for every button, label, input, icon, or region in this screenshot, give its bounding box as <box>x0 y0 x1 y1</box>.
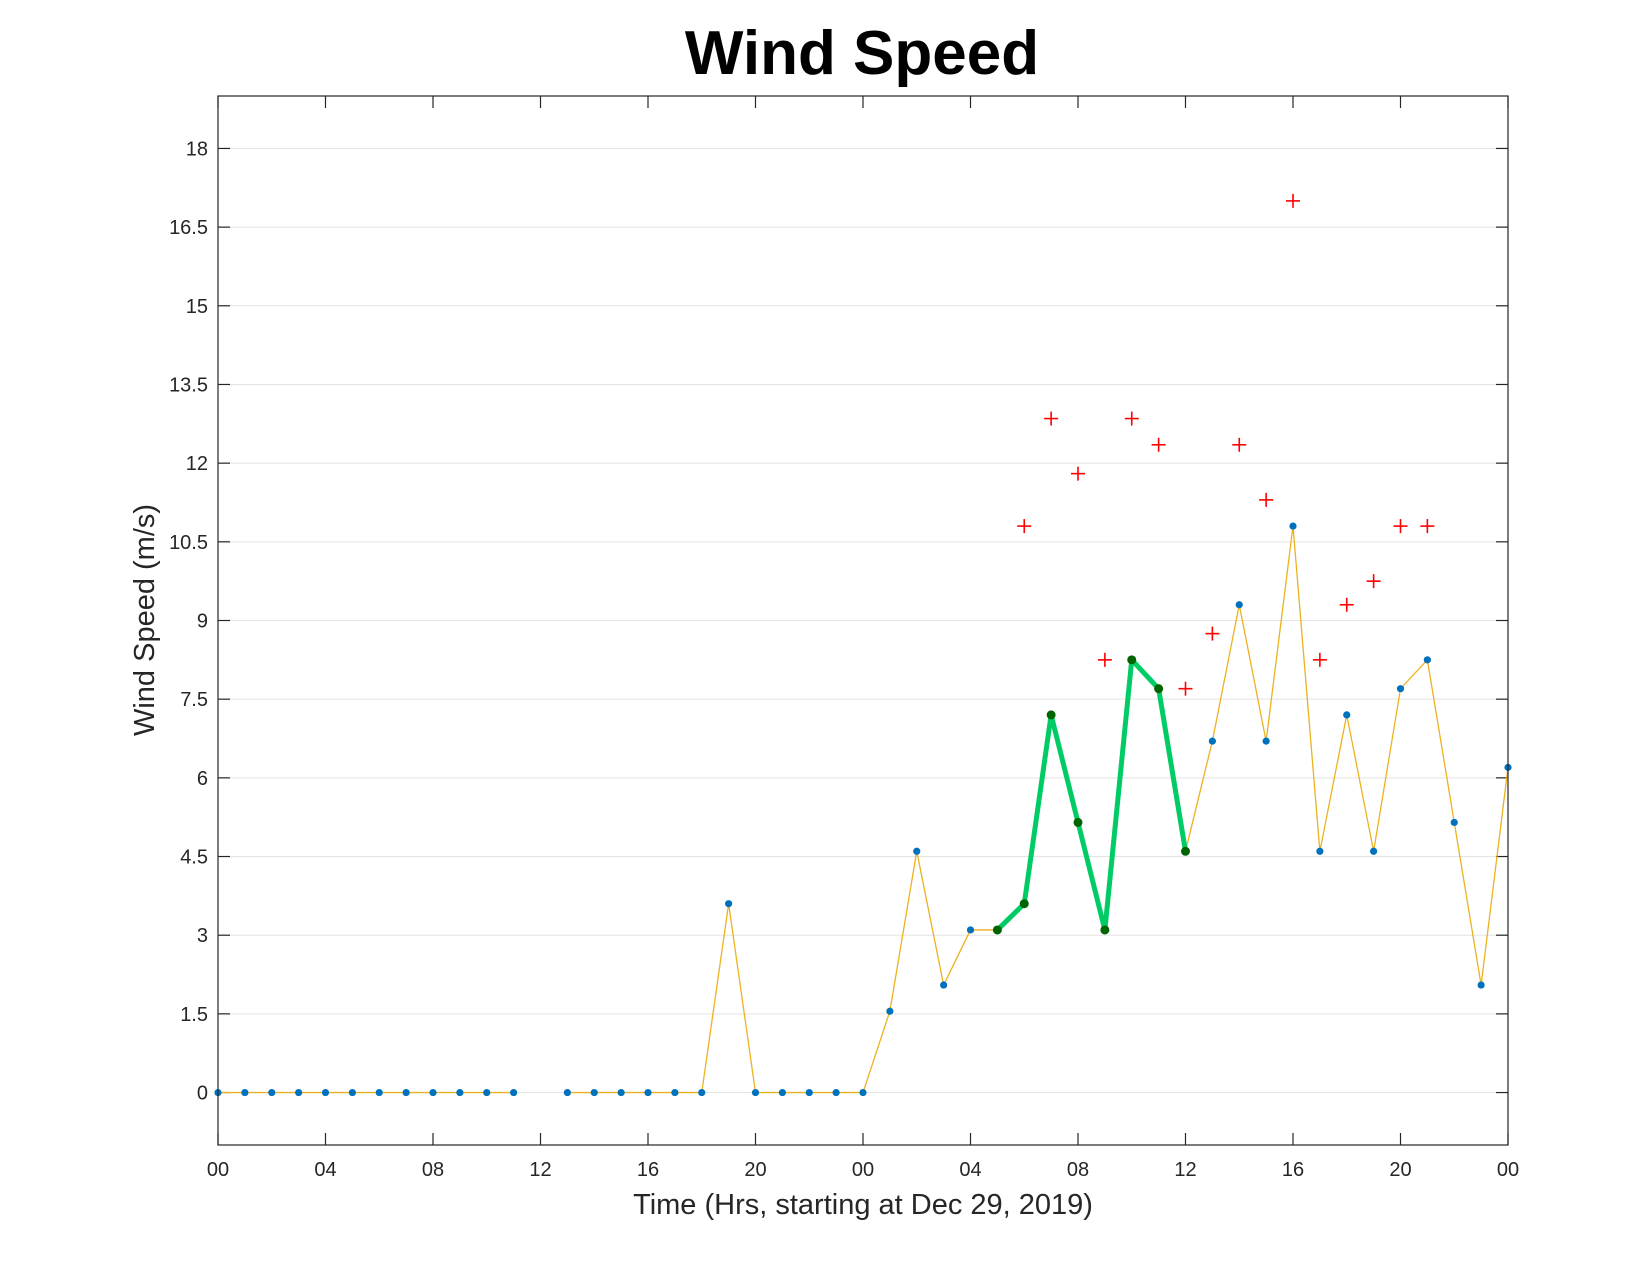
x-tick-label: 08 <box>1067 1159 1089 1181</box>
data-point <box>832 1088 840 1097</box>
data-point <box>402 1088 410 1097</box>
highlight-point <box>1019 899 1029 909</box>
x-tick-label: 04 <box>314 1159 336 1181</box>
plus-marker <box>1420 519 1435 534</box>
x-tick-label: 00 <box>207 1159 229 1181</box>
plus-marker <box>1286 193 1300 208</box>
data-point <box>375 1088 383 1097</box>
data-point <box>1343 711 1351 719</box>
data-point <box>1423 656 1431 664</box>
x-tick-labels: 00 04 08 12 16 20 00 04 08 12 16 20 00 <box>207 1159 1519 1181</box>
x-tick-label: 16 <box>637 1159 659 1181</box>
data-point <box>348 1088 356 1097</box>
data-point <box>644 1088 652 1097</box>
data-point <box>1370 847 1378 855</box>
y-tick-label: 16.5 <box>169 217 208 239</box>
highlight-point <box>1073 817 1083 827</box>
data-point <box>1477 981 1485 989</box>
x-tick-label: 08 <box>422 1159 444 1181</box>
y-tick-label: 0 <box>197 1083 208 1105</box>
data-point <box>805 1088 813 1097</box>
y-tick-label: 7.5 <box>180 689 208 711</box>
data-point <box>751 1088 760 1097</box>
x-tick-label: 12 <box>1174 1159 1196 1181</box>
data-point <box>1316 847 1324 855</box>
data-point <box>268 1088 276 1097</box>
y-tick-label: 12 <box>186 453 208 475</box>
data-point <box>725 900 733 908</box>
y-tick-label: 3 <box>197 925 208 947</box>
plus-marker <box>1151 437 1166 452</box>
x-tick-label: 20 <box>744 1159 766 1181</box>
plot-area-frame <box>217 95 1509 1146</box>
data-point <box>940 981 948 989</box>
data-point <box>966 926 975 934</box>
highlight-point <box>1154 684 1164 694</box>
x-tick-label: 04 <box>959 1159 981 1181</box>
highlight-point <box>1100 925 1110 935</box>
data-point <box>321 1088 330 1097</box>
plus-marker <box>1124 411 1139 426</box>
data-point <box>456 1088 464 1097</box>
x-tick-label: 16 <box>1282 1159 1304 1181</box>
data-point <box>617 1088 625 1097</box>
y-tick-labels: 0 1.5 3 4.5 6 7.5 9 10.5 12 13.5 15 16.5 18 <box>169 138 208 1104</box>
data-point <box>483 1088 491 1097</box>
data-point <box>295 1088 303 1097</box>
y-tick-label: 9 <box>197 611 208 633</box>
plus-marker <box>1339 597 1354 612</box>
data-point <box>590 1088 598 1097</box>
plus-marker <box>1178 681 1193 696</box>
plus-marker <box>1205 626 1220 641</box>
y-tick-label: 6 <box>197 768 208 790</box>
plot-series <box>214 193 1512 1097</box>
data-point <box>1235 601 1243 609</box>
y-tick-label: 10.5 <box>169 532 208 554</box>
x-tick-label: 12 <box>529 1159 551 1181</box>
x-tick-label: 00 <box>1497 1159 1519 1181</box>
data-point <box>510 1088 518 1097</box>
y-tick-label: 1.5 <box>180 1004 208 1026</box>
plus-marker <box>1232 437 1247 452</box>
y-tick-label: 18 <box>186 138 208 160</box>
data-point <box>429 1088 437 1097</box>
data-point <box>1208 737 1216 745</box>
chart-title: Wind Speed <box>685 19 1039 88</box>
data-point <box>1450 818 1458 827</box>
plus-marker <box>1393 519 1408 534</box>
x-axis-label: Time (Hrs, starting at Dec 29, 2019) <box>633 1189 1093 1221</box>
data-point <box>1289 522 1297 530</box>
data-point <box>1262 737 1270 745</box>
y-tick-label: 15 <box>186 296 208 318</box>
data-point <box>886 1007 894 1015</box>
y-axis-label: Wind Speed (m/s) <box>129 504 161 736</box>
data-point <box>1396 685 1405 693</box>
data-point <box>778 1088 786 1097</box>
data-point <box>698 1088 706 1097</box>
plus-marker <box>1017 519 1032 534</box>
y-tick-label: 13.5 <box>169 374 208 396</box>
plus-marker <box>1044 411 1059 426</box>
highlight-point <box>1046 710 1056 720</box>
y-tick-label: 4.5 <box>180 847 208 869</box>
plus-marker <box>1312 652 1327 667</box>
highlight-point <box>992 925 1002 935</box>
highlight-line <box>995 657 1188 933</box>
x-tick-label: 00 <box>852 1159 874 1181</box>
plus-marker <box>1097 652 1112 667</box>
data-point <box>563 1088 571 1097</box>
plus-marker <box>1071 466 1085 481</box>
data-point <box>241 1088 249 1097</box>
plus-marker <box>1259 492 1274 507</box>
data-point <box>671 1088 679 1097</box>
plus-marker <box>1366 574 1381 589</box>
highlight-point <box>1181 846 1190 856</box>
data-point <box>859 1088 867 1097</box>
data-point <box>913 847 921 855</box>
highlight-point <box>1127 655 1137 665</box>
grid-lines <box>218 147 1508 1094</box>
x-tick-label: 20 <box>1389 1159 1411 1181</box>
